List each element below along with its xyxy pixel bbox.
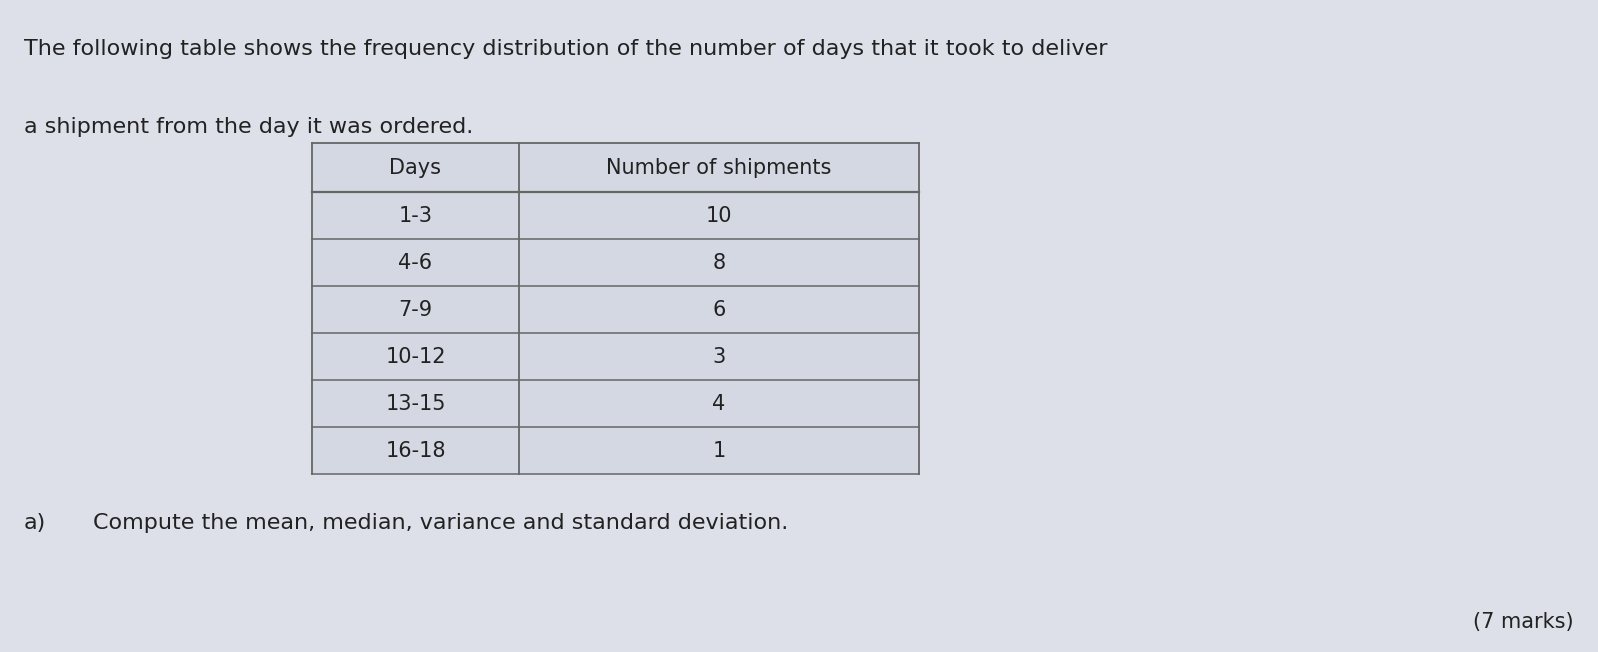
Text: a shipment from the day it was ordered.: a shipment from the day it was ordered. xyxy=(24,117,473,138)
Text: 4: 4 xyxy=(713,394,725,413)
Text: 6: 6 xyxy=(713,300,725,319)
Text: The following table shows the frequency distribution of the number of days that : The following table shows the frequency … xyxy=(24,39,1107,59)
Text: 10: 10 xyxy=(706,206,732,226)
Bar xyxy=(312,143,919,474)
Text: Compute the mean, median, variance and standard deviation.: Compute the mean, median, variance and s… xyxy=(93,513,788,533)
Text: 13-15: 13-15 xyxy=(385,394,446,413)
Text: 4-6: 4-6 xyxy=(398,253,433,273)
Text: 7-9: 7-9 xyxy=(398,300,433,319)
Text: 1: 1 xyxy=(713,441,725,460)
Text: Number of shipments: Number of shipments xyxy=(606,158,833,178)
Text: Days: Days xyxy=(390,158,441,178)
Text: 1-3: 1-3 xyxy=(398,206,433,226)
Text: 16-18: 16-18 xyxy=(385,441,446,460)
Text: 10-12: 10-12 xyxy=(385,347,446,366)
Text: 3: 3 xyxy=(713,347,725,366)
Text: (7 marks): (7 marks) xyxy=(1473,612,1574,632)
Text: a): a) xyxy=(24,513,46,533)
Text: 8: 8 xyxy=(713,253,725,273)
